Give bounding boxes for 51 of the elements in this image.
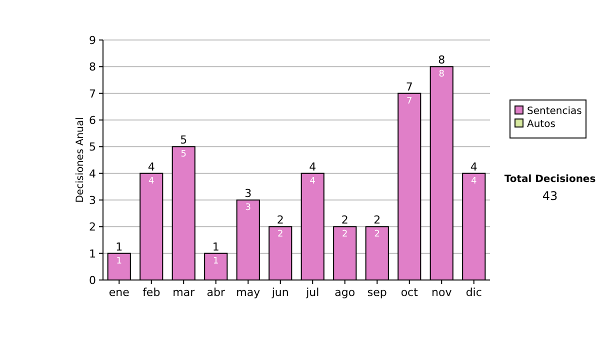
data-label: 2 <box>374 230 380 240</box>
x-tick-label: feb <box>142 286 160 299</box>
data-label: 2 <box>342 230 348 240</box>
data-label: 1 <box>116 256 122 266</box>
data-label: 5 <box>180 150 186 160</box>
data-label: 1 <box>213 256 219 266</box>
data-label: 2 <box>278 230 284 240</box>
y-tick-label: 8 <box>89 60 96 74</box>
x-tick-label: mar <box>172 286 196 299</box>
total-label: 8 <box>438 54 446 67</box>
x-tick-label: sep <box>367 286 387 299</box>
data-label: 3 <box>245 203 251 213</box>
x-tick-label: jun <box>270 286 289 299</box>
y-tick-label: 6 <box>89 114 96 127</box>
data-label: 7 <box>406 96 412 106</box>
total-label: 2 <box>341 214 348 227</box>
x-tick-label: may <box>236 286 261 299</box>
y-tick-label: 2 <box>89 220 96 234</box>
y-tick-label: 9 <box>89 34 96 47</box>
legend-label: Autos <box>527 119 556 130</box>
y-tick-label: 7 <box>89 87 96 100</box>
total-label: 1 <box>116 240 123 254</box>
y-tick-label: 1 <box>89 247 96 260</box>
y-tick-label: 3 <box>89 194 96 207</box>
y-axis-title: Decisiones Anual <box>75 117 86 203</box>
total-label: 2 <box>276 214 284 227</box>
total-label: 4 <box>470 160 478 174</box>
x-tick-label: ago <box>334 286 356 299</box>
total-label: 7 <box>406 80 413 94</box>
y-tick-label: 5 <box>89 140 96 154</box>
total-label: 4 <box>148 160 155 174</box>
x-tick-label: abr <box>206 286 226 299</box>
total-label: 4 <box>309 160 316 174</box>
data-label: 8 <box>438 70 445 80</box>
x-tick-label: jul <box>305 286 320 299</box>
total-label: 3 <box>244 187 252 200</box>
data-label: 4 <box>471 176 478 186</box>
data-label: 4 <box>310 176 316 186</box>
y-tick-label: 0 <box>89 274 96 287</box>
data-label: 4 <box>148 176 155 186</box>
total-label: 5 <box>180 134 188 147</box>
total-label: 2 <box>374 214 381 227</box>
x-tick-label: ene <box>108 286 130 299</box>
text: Total Decisiones <box>504 174 596 185</box>
x-tick-label: dic <box>466 286 482 299</box>
y-tick-label: 4 <box>89 167 96 180</box>
x-tick-label: oct <box>400 286 419 299</box>
total-label: 1 <box>212 240 220 254</box>
text: 43 <box>542 189 558 203</box>
x-tick-label: nov <box>432 286 452 299</box>
legend-label: Sentencias <box>527 106 582 117</box>
